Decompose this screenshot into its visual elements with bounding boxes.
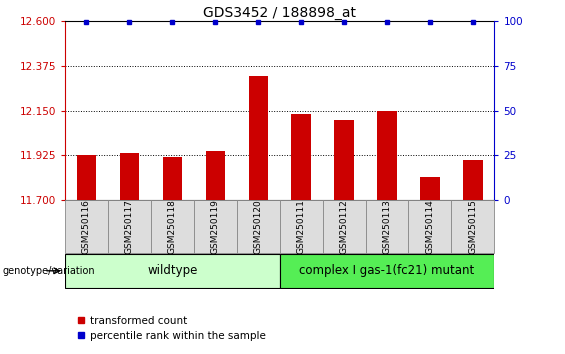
Bar — [108, 200, 151, 253]
Bar — [280, 200, 323, 253]
Text: GSM250112: GSM250112 — [340, 199, 349, 254]
Text: GSM250115: GSM250115 — [468, 199, 477, 254]
Bar — [463, 160, 483, 200]
Bar — [334, 120, 354, 200]
Bar — [377, 110, 397, 200]
Bar — [249, 76, 268, 200]
Bar — [237, 200, 280, 253]
Text: GSM250117: GSM250117 — [125, 199, 134, 254]
Bar — [65, 254, 280, 288]
Text: complex I gas-1(fc21) mutant: complex I gas-1(fc21) mutant — [299, 264, 475, 277]
Text: GSM250114: GSM250114 — [425, 199, 434, 254]
Legend: transformed count, percentile rank within the sample: transformed count, percentile rank withi… — [73, 312, 270, 345]
Bar — [420, 177, 440, 200]
Bar — [206, 152, 225, 200]
Bar — [120, 153, 139, 200]
Text: GSM250118: GSM250118 — [168, 199, 177, 254]
Text: genotype/variation: genotype/variation — [3, 266, 95, 276]
Bar — [451, 200, 494, 253]
Bar — [163, 157, 182, 200]
Bar — [408, 200, 451, 253]
Text: GSM250113: GSM250113 — [383, 199, 392, 254]
Bar — [65, 200, 108, 253]
Text: GSM250116: GSM250116 — [82, 199, 91, 254]
Bar — [366, 200, 408, 253]
Text: GSM250120: GSM250120 — [254, 199, 263, 254]
Title: GDS3452 / 188898_at: GDS3452 / 188898_at — [203, 6, 356, 20]
Text: GSM250119: GSM250119 — [211, 199, 220, 254]
Bar — [194, 200, 237, 253]
Bar — [323, 200, 366, 253]
Bar — [151, 200, 194, 253]
Bar — [77, 155, 96, 200]
Bar — [280, 254, 494, 288]
Bar — [292, 114, 311, 200]
Text: GSM250111: GSM250111 — [297, 199, 306, 254]
Text: wildtype: wildtype — [147, 264, 198, 277]
